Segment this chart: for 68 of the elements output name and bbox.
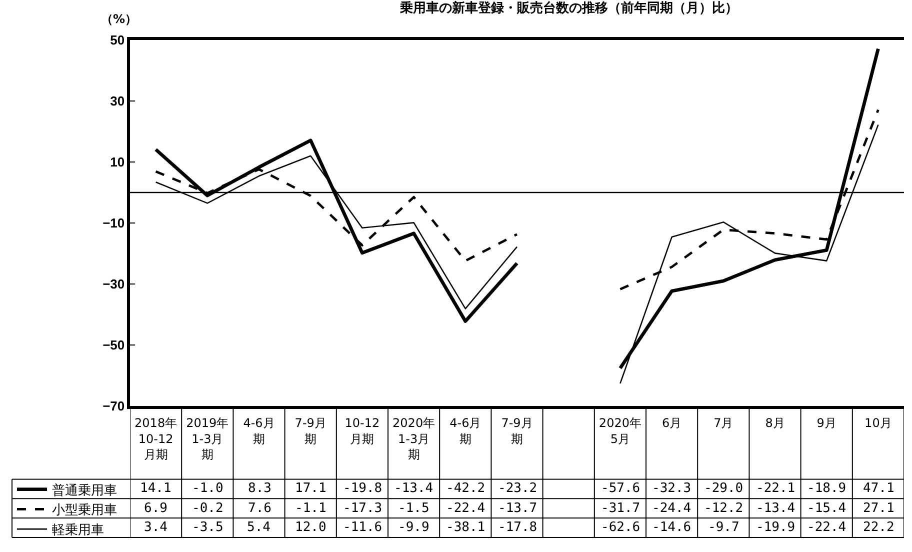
y-tick-label: −70 bbox=[102, 398, 125, 414]
x-tick-label: 4-6月期 bbox=[450, 416, 482, 446]
data-label: 7.6 bbox=[248, 501, 272, 516]
x-tick-label: 10-12月期 bbox=[344, 416, 380, 446]
data-label: 3.4 bbox=[144, 520, 168, 535]
legend-label: 小型乗用車 bbox=[52, 503, 117, 518]
data-label: -29.0 bbox=[704, 481, 744, 496]
x-tick-label: 4-6月期 bbox=[243, 416, 275, 446]
data-label: -42.2 bbox=[446, 481, 486, 496]
data-label: -38.1 bbox=[446, 520, 486, 535]
data-label: 22.2 bbox=[863, 520, 894, 535]
data-label: -9.7 bbox=[708, 520, 740, 535]
x-tick-label: 2019年1-3月期 bbox=[186, 416, 229, 462]
data-label: -22.4 bbox=[446, 501, 486, 516]
data-label: -9.9 bbox=[398, 520, 430, 535]
data-label: -62.6 bbox=[601, 520, 640, 535]
x-tick-label: 7月 bbox=[714, 416, 734, 430]
data-label: -18.9 bbox=[807, 481, 846, 496]
data-label: -13.4 bbox=[394, 481, 434, 496]
y-axis-title: （%） bbox=[101, 12, 138, 26]
x-tick-label: 6月 bbox=[662, 416, 682, 430]
data-label: -13.7 bbox=[498, 501, 538, 516]
data-label: 8.3 bbox=[248, 481, 272, 496]
y-tick-label: 30 bbox=[110, 94, 125, 109]
data-label: -15.4 bbox=[807, 501, 846, 516]
data-label: -3.5 bbox=[192, 520, 224, 535]
x-tick-label: 2020年1-3月期 bbox=[392, 416, 436, 462]
data-label: 14.1 bbox=[140, 481, 172, 496]
data-label: -31.7 bbox=[601, 501, 640, 516]
y-tick-label: −50 bbox=[102, 338, 125, 353]
y-tick-label: −10 bbox=[102, 216, 125, 231]
data-label: 17.1 bbox=[295, 481, 326, 496]
data-label: 12.0 bbox=[295, 520, 326, 535]
data-label: 47.1 bbox=[863, 481, 894, 496]
x-tick-label: 10月 bbox=[864, 416, 892, 430]
x-tick-label: 8月 bbox=[765, 416, 785, 430]
y-tick-label: 50 bbox=[110, 32, 125, 48]
data-label: -22.1 bbox=[756, 481, 796, 496]
y-tick-label: 10 bbox=[110, 154, 125, 170]
chart-title: 乗用車の新車登録・販売台数の推移（前年同期（月）比） bbox=[399, 0, 738, 16]
y-tick-label: −30 bbox=[102, 276, 125, 292]
x-tick-label: 9月 bbox=[816, 416, 836, 430]
data-label: -19.8 bbox=[343, 481, 382, 496]
data-label: -14.6 bbox=[652, 520, 692, 535]
data-label: -57.6 bbox=[601, 481, 640, 496]
data-label: -12.2 bbox=[704, 501, 744, 516]
data-label: -1.0 bbox=[192, 481, 224, 496]
data-label: 6.9 bbox=[144, 501, 168, 516]
data-label: -1.5 bbox=[398, 501, 430, 516]
data-label: -23.2 bbox=[498, 481, 538, 496]
x-tick-label: 7-9月期 bbox=[294, 416, 326, 446]
legend-label: 軽乗用車 bbox=[52, 523, 104, 538]
x-tick-label: 2020年5月 bbox=[598, 416, 642, 446]
data-label: -24.4 bbox=[652, 501, 692, 516]
data-label: -13.4 bbox=[756, 501, 796, 516]
data-label: 5.4 bbox=[247, 520, 271, 535]
data-label: -17.3 bbox=[343, 501, 382, 516]
x-tick-label: 2018年10-12月期 bbox=[134, 416, 178, 462]
data-label: -17.8 bbox=[498, 520, 538, 535]
data-label: -1.1 bbox=[295, 501, 326, 516]
legend-label: 普通乗用車 bbox=[52, 482, 117, 498]
x-tick-label: 7-9月期 bbox=[501, 416, 533, 446]
data-label: 27.1 bbox=[863, 501, 894, 516]
data-label: -19.9 bbox=[756, 520, 796, 535]
data-label: -0.2 bbox=[192, 501, 224, 516]
data-label: -11.6 bbox=[343, 520, 382, 535]
data-label: -22.4 bbox=[807, 520, 846, 535]
data-label: -32.3 bbox=[652, 481, 692, 496]
